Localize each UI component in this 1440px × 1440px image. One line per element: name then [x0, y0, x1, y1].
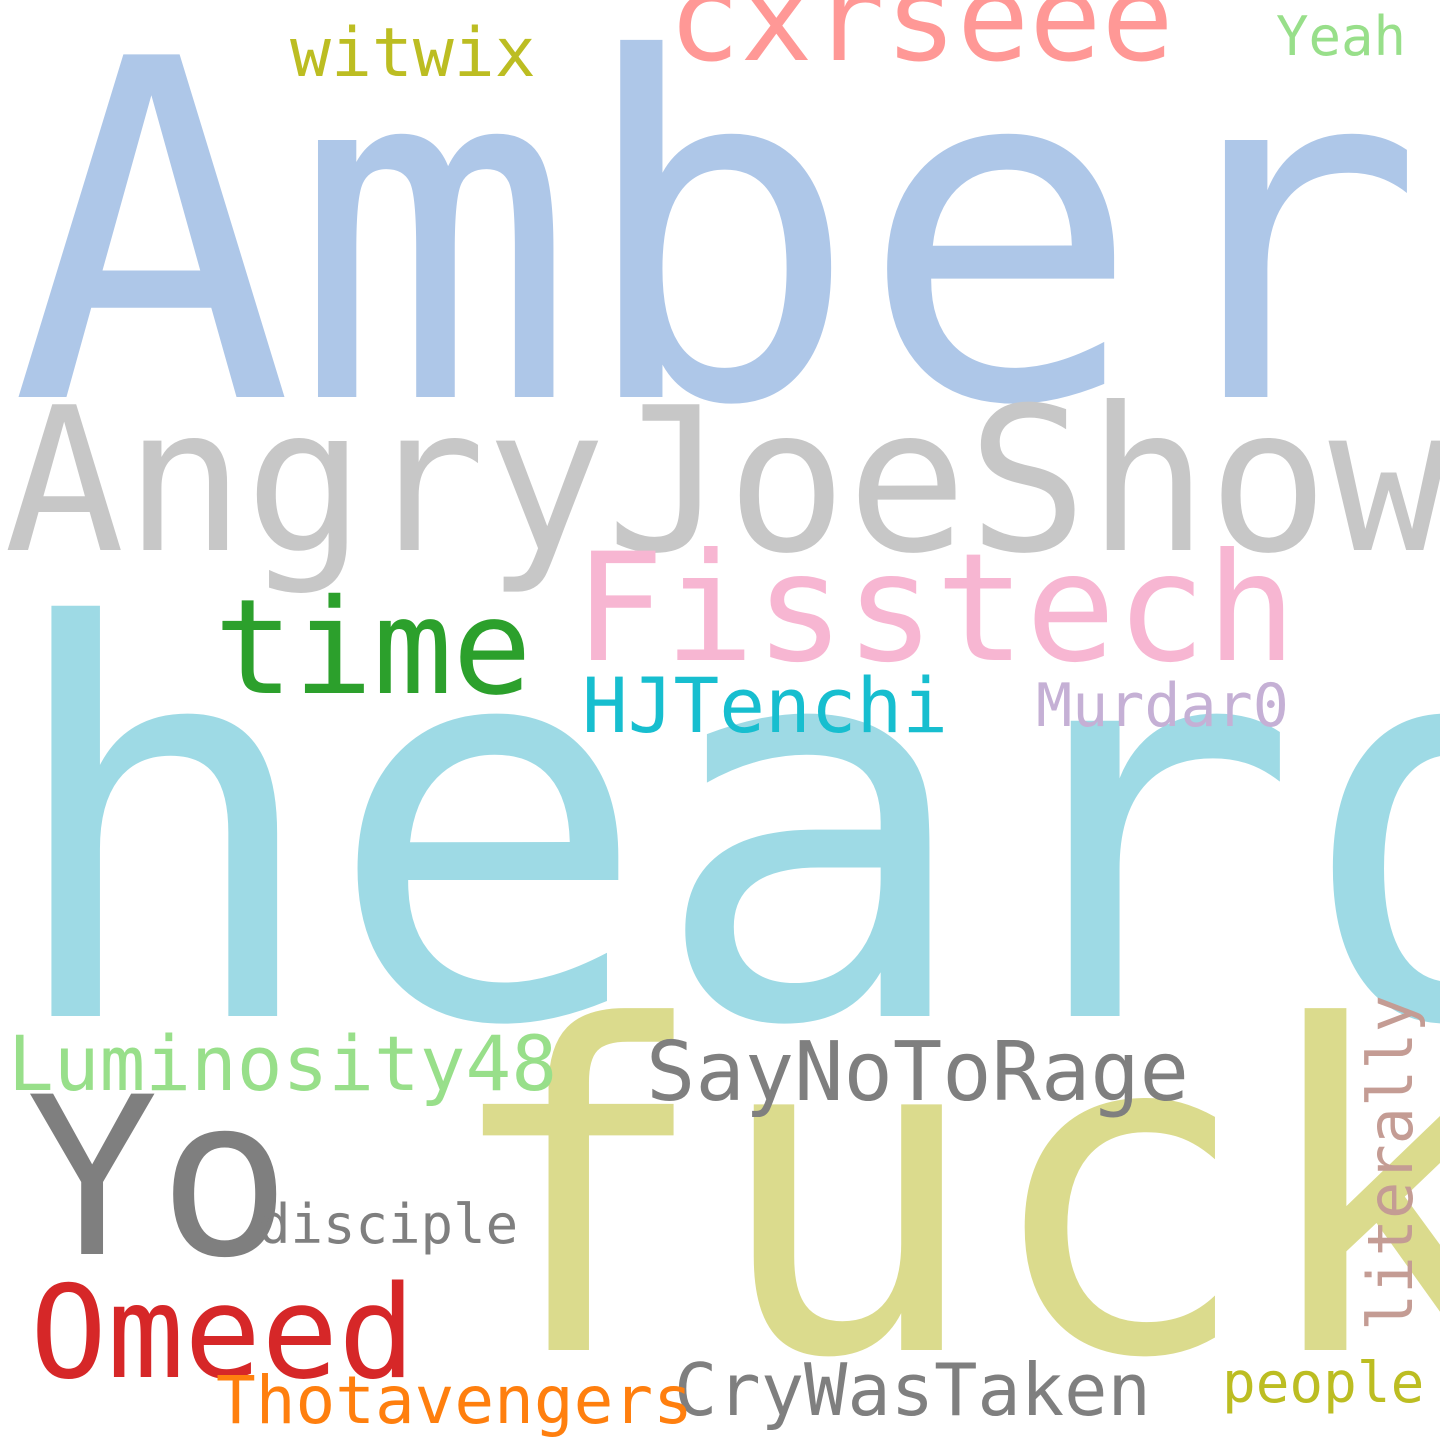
word-time: time	[214, 571, 532, 725]
word-murdar0: Murdar0	[1036, 671, 1289, 741]
word-luminosity48: Luminosity48	[8, 1019, 558, 1108]
word-people: people	[1222, 1351, 1425, 1416]
word-yeah: Yeah	[1276, 5, 1407, 68]
word-hjtenchi: HJTenchi	[582, 661, 949, 750]
word-witwix: witwix	[290, 14, 536, 93]
word-fuck: fuck	[440, 933, 1440, 1440]
word-fisstech: Fisstech	[574, 522, 1297, 696]
word-disciple: disciple	[258, 1193, 519, 1256]
word-thotavengers: Thotavengers	[216, 1362, 693, 1439]
word-angryjoeshow: AngryJoeShow	[4, 365, 1440, 598]
word-literally: literally	[1354, 995, 1427, 1331]
word-cxrseee: cxrseee	[668, 0, 1174, 89]
word-heard: heard	[0, 516, 1440, 1144]
word-amber: Amber	[10, 0, 1425, 508]
word-yo: Yo	[26, 1050, 291, 1306]
word-crywastaken: CryWasTaken	[674, 1348, 1151, 1432]
word-omeed: Omeed	[30, 1259, 416, 1408]
word-saynotorage: SayNoToRage	[646, 1025, 1190, 1120]
